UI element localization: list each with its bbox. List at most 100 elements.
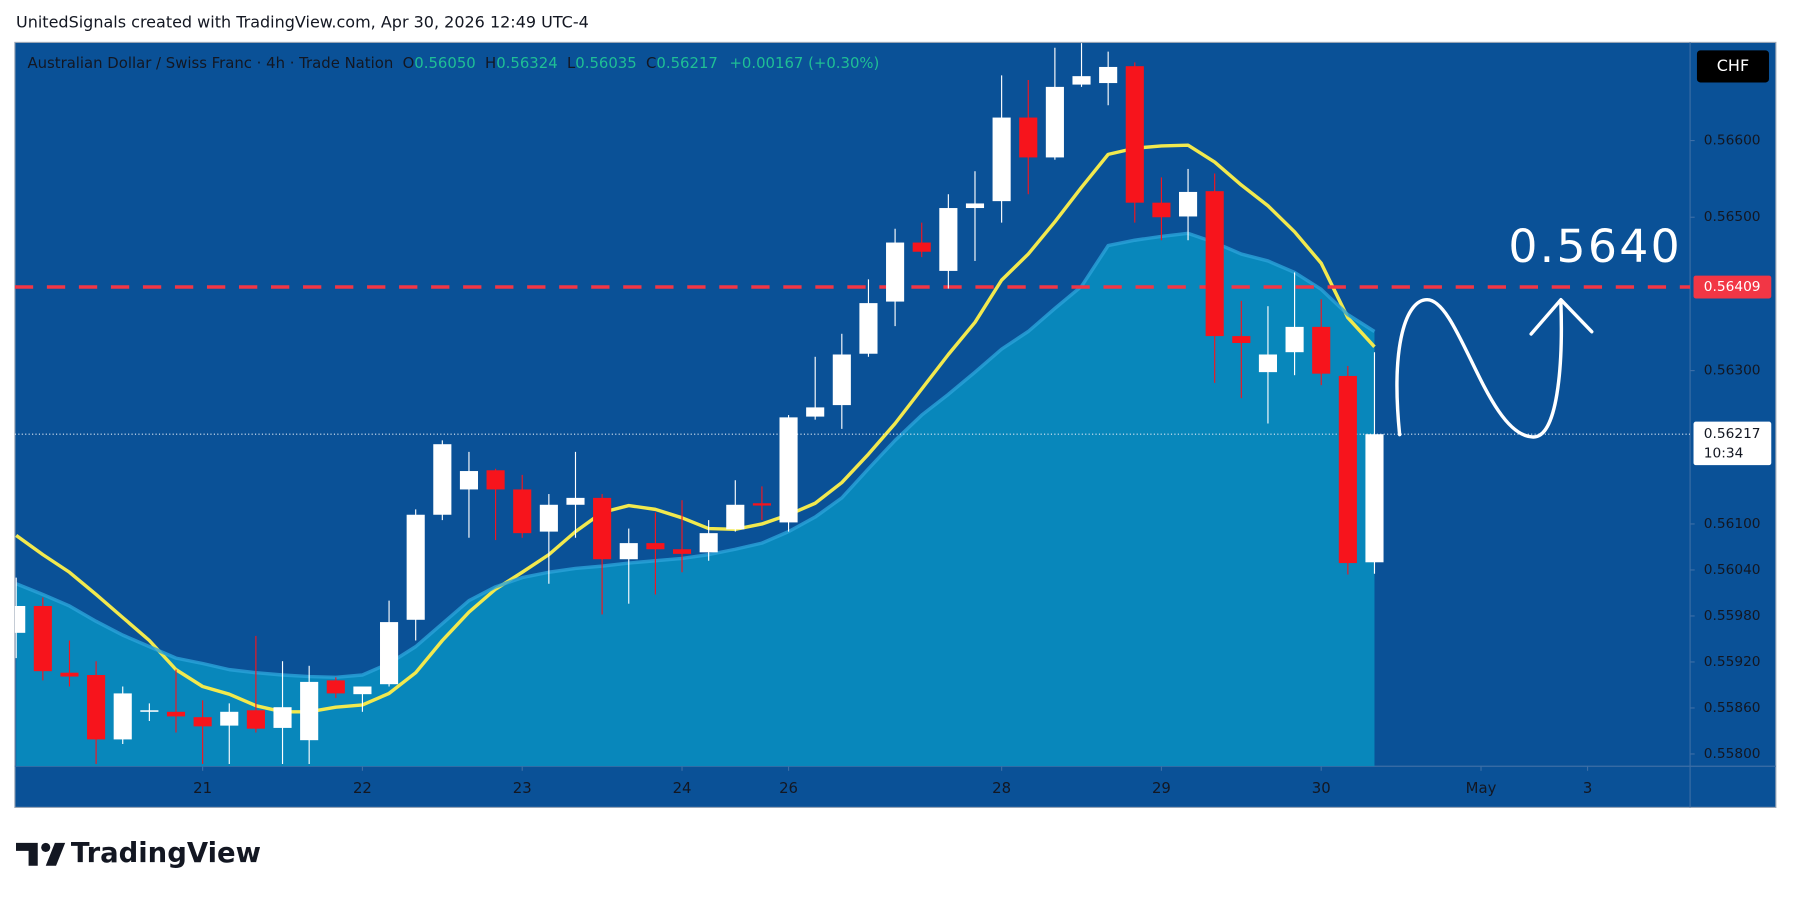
target-annotation: 0.5640 [1508,220,1682,273]
y-tick-label: 0.56600 [1704,133,1761,149]
y-tick-label: 0.55800 [1704,746,1761,762]
countdown-label: 10:34 [1704,446,1744,462]
candle-body [965,203,985,209]
candle-body [513,489,532,534]
candle-body [273,707,292,728]
resistance-badge-label: 0.56409 [1704,279,1761,295]
logo-dot [41,842,51,853]
legend-c-label: C [646,54,656,72]
candle-body [1205,191,1224,337]
x-tick-label: 29 [1152,779,1171,797]
candle-body [486,470,505,490]
candle-body [832,354,851,406]
candle-body [166,711,186,717]
candle-body [939,208,958,271]
legend-h-label: H [485,54,496,72]
candle-body [1232,336,1251,343]
x-tick-label: 21 [193,779,212,797]
candle-body [752,503,771,506]
candle-body [566,497,585,505]
candle-body [699,533,718,553]
legend-change: +0.00167 (+0.30%) [729,54,879,72]
candle-body [1365,434,1384,563]
candle-body [1099,66,1118,84]
candle-body [33,605,52,672]
legend-c-value: 0.56217 [656,54,717,72]
ma-line [15,231,1376,680]
x-tick-label: May [1466,779,1497,797]
candle-body [806,407,825,417]
candle-body [380,622,399,685]
candle-body [886,242,905,302]
legend-title: Australian Dollar / Swiss Franc · 4h · T… [27,54,393,72]
y-tick-label: 0.55860 [1704,700,1761,716]
x-tick-label: 30 [1312,779,1331,797]
candle-body [1312,326,1331,374]
candle-body [1045,86,1064,158]
y-tick-label: 0.56300 [1704,363,1761,379]
last-price-label: 0.56217 [1704,426,1761,442]
candle-body [1285,326,1304,353]
legend-l-value: 0.56035 [575,54,636,72]
logo-mark [16,842,38,866]
brand-logo [16,842,66,866]
y-tick-label: 0.56040 [1704,562,1761,578]
x-tick-label: 3 [1583,779,1592,797]
candle-body [992,117,1011,202]
candle-body [220,711,239,726]
y-tick-label: 0.55920 [1704,654,1761,670]
y-tick-label: 0.55980 [1704,608,1761,624]
candle-body [1338,375,1357,564]
x-tick-label: 23 [513,779,532,797]
axes: 0.55800 0.55860 0.55920 0.55980 0.56040 0.561… [193,133,1772,797]
legend-o-value: 0.56050 [414,54,475,72]
legend: Australian Dollar / Swiss Franc · 4h · T… [27,54,879,72]
candle-body [406,514,425,620]
candle-body [246,710,265,729]
candle-body [859,303,878,354]
candle-body [300,681,319,741]
legend-h-value: 0.56324 [496,54,557,72]
y-tick-label: 0.56500 [1704,209,1761,225]
projection-arrowhead [1529,297,1594,336]
candle-body [726,504,745,530]
candle-body [1125,66,1144,203]
drawing [1395,297,1594,439]
currency-badge [1696,50,1769,83]
x-tick-label: 26 [779,779,798,797]
candle-body [1258,354,1278,373]
candle-body [646,543,665,550]
last-price-badge [1693,421,1772,466]
x-tick-label: 22 [353,779,372,797]
candle-body [113,693,132,740]
header-text: UnitedSignals created with TradingView.c… [16,12,589,31]
currency-label: CHF [1717,56,1749,75]
projection-curve [1395,297,1564,439]
ma-area [16,233,1375,767]
brand-name: TradingView [71,838,261,869]
candle-body [1152,202,1171,218]
candle-body [672,549,692,554]
y-tick-label: 0.56100 [1704,516,1761,532]
candle-body [1178,191,1198,217]
candle-body [539,504,558,532]
x-tick-label: 28 [992,779,1011,797]
candle-body [14,605,26,633]
ma-line [15,143,1376,714]
candle-body [87,675,106,740]
candle-body [60,672,79,677]
resistance-badge [1693,275,1772,299]
candle-body [619,543,638,560]
candle-body [193,717,212,727]
candle-body [779,417,798,523]
candle-body [593,497,612,560]
candle-body [353,686,372,695]
candle-body [912,242,931,252]
candle-body [433,444,452,515]
candle-body [326,680,345,694]
candle-body [1072,76,1091,85]
candle-body [140,710,159,712]
x-tick-label: 24 [673,779,692,797]
